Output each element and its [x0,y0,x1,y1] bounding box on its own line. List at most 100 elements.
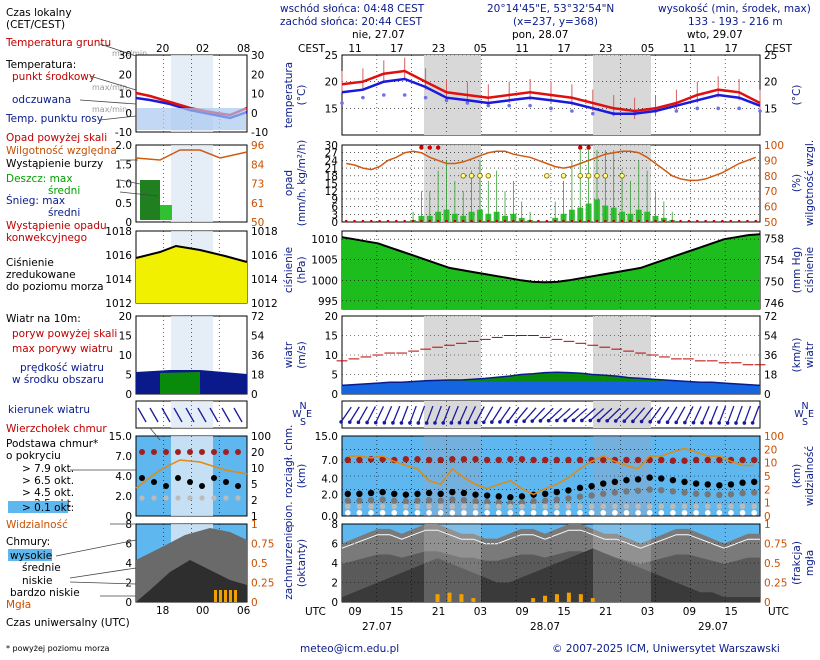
wind-arrow-head [522,419,526,424]
precip-ytick: 3 [331,209,338,221]
dew-point-dot [486,103,491,108]
wind-arrow-head [465,420,470,425]
mini-wind-ytick-right: 72 [251,311,264,323]
cloud-base-79-dot [460,489,468,497]
legend-connector-6 [119,191,159,197]
storm-marker [460,173,466,179]
dew-point-dot [549,106,553,111]
wind-arrow [531,407,546,422]
legend-clouds-high-bg [8,549,52,561]
mini-cloud-base-light-dot [199,495,205,501]
cloud-top-dot [565,456,572,464]
wind-arrow [366,406,376,423]
mini-pressure-line [135,244,248,263]
legend-connector-1 [89,75,137,91]
mini-cloud-top-dot [211,449,217,455]
local-hour-6: 23 [599,43,612,55]
storm-marker [560,173,567,179]
mini-cloud-base-light-dot [175,495,181,501]
wind-arrow-head [433,421,437,425]
precip-base-dot [528,219,532,223]
mini-temp-ytick-left: 30 [119,50,132,62]
legend-wind-title: Wiatr na 10m: [6,313,81,325]
cloud-base-01-dot [577,510,583,516]
humidity-ytick: 50 [764,217,777,229]
legend-okta-65: > 6.5 okt. [22,475,74,487]
cloud-base-79-dot [402,491,410,498]
wind-arrow-head [605,418,610,423]
cloud-base-65-dot [472,498,479,505]
legend-clouds-vlow: bardzo niskie [10,587,80,599]
precip-base-dot [620,219,624,223]
cloud-top-dot [414,456,421,463]
mini-cloud-base-dot [175,475,181,481]
visibility-ytick: 100 [764,431,784,443]
cloud-base-79-dot [634,476,642,483]
mini-cloud-base-light-dot [151,495,157,501]
cloud-base-65-dot [692,490,700,497]
cloud-base-25-dot [356,503,363,510]
cloud-base-01-dot [739,510,746,516]
cloud-height-ytick: 7.0 [321,455,338,467]
cloud-base-01-dot [681,510,688,516]
precip-base-dot [721,219,724,223]
fog-bar [435,594,440,602]
footer-email-link[interactable]: meteo@icm.edu.pl [300,643,399,655]
temp-night-1 [593,55,651,135]
precip-above-scale [427,145,432,150]
dew-point-dot [695,106,700,111]
precip-above-scale [578,145,583,150]
label-precip: opad [283,170,295,196]
mini-fog-bar [219,590,222,602]
temp-ytick-left: 20 [325,77,338,89]
cloud-base-25-dot [507,503,514,510]
local-hour-2: 23 [432,43,445,55]
wind-arrow-head [538,419,543,423]
cloud-base-65-dot [367,496,375,504]
mini-cloud-base-light-dot [223,495,229,501]
label-cloud-cover-unit: (oktanty) [296,539,308,587]
cloud-base-01-dot [693,510,699,516]
wind-arrow-head [588,418,593,423]
precip-base-dot [604,219,607,223]
label-wind: wiatr [283,341,295,368]
visibility-ytick: 0 [764,511,771,523]
wind-arrow [752,405,760,424]
cloud-base-79-dot [379,488,386,496]
precip-ytick: 24 [325,155,339,167]
mini-wind-arrow [221,407,231,423]
cloud-base-01-dot [588,510,595,516]
wind-arrow-head [490,420,494,424]
cloud-base-79-dot [588,482,595,490]
visibility-ytick: 1 [764,498,771,510]
wind-arrow [581,408,596,421]
cloud-base-01-dot [530,510,537,516]
precip-base-dot [537,219,540,223]
cloud-base-79-dot [344,490,352,498]
cloud-base-79-dot [600,480,607,487]
label-visibility: widzialność [804,446,816,506]
cloud-base-79-dot [414,490,421,498]
precip-base-dot [545,219,549,223]
pressure-ytick: 1005 [311,255,338,267]
mini-cloud-base-light-dot [139,495,145,501]
mini-wind-ytick-left: 0 [125,389,132,401]
mini-cover-ytick-right: 0.5 [251,558,268,570]
precip-base-dot [436,219,440,223]
wind-arrow-head [347,420,352,424]
wind-arrow-head [424,421,429,425]
cloud-base-25-dot [345,503,351,510]
wind-arrow [467,406,477,423]
cloud-base-25-dot [704,503,711,510]
wind-arrow [458,406,468,423]
precip-ytick: 0 [331,217,338,229]
legend-dew-point: Temp. punktu rosy [5,113,103,125]
precip-base-dot [654,219,657,223]
cloud-base-01-dot [646,510,653,516]
mini-wind-ytick-right: 18 [251,370,264,382]
mini-cloud-height-ytick-left: 15.0 [109,431,132,443]
cloud-base-25-dot [728,503,734,510]
cloud-base-79-dot [565,487,572,494]
mini-precip-ytick-right: 96 [251,140,265,152]
